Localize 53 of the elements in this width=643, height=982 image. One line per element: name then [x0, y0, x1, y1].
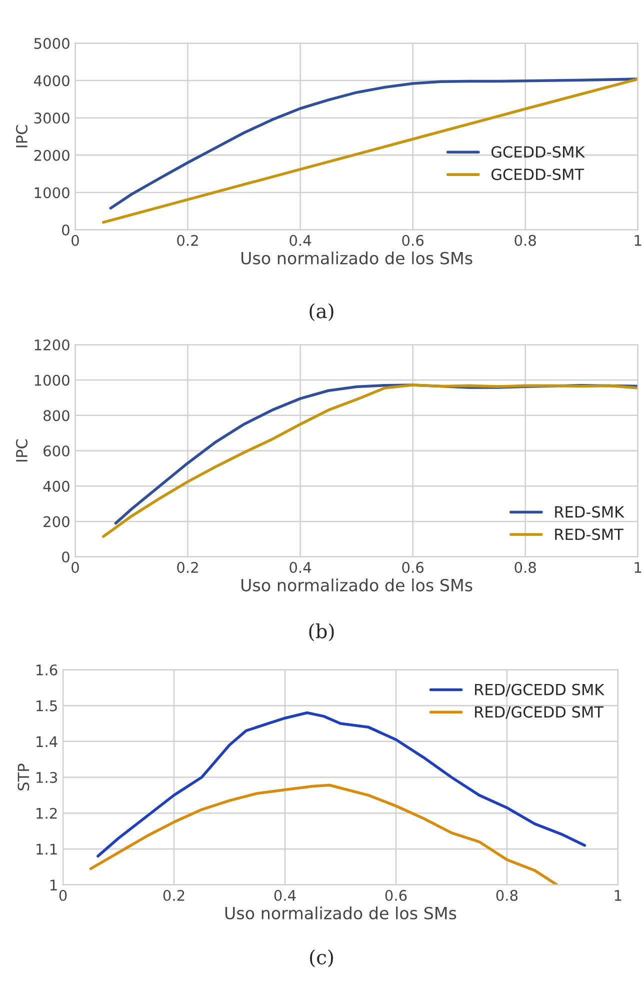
x-tick-label: 1 [614, 890, 622, 901]
x-tick-label: 0 [72, 234, 79, 246]
x-axis-title: Uso normalizado de los SMs [225, 906, 456, 920]
y-tick-label: 1.3 [36, 772, 57, 783]
text: (a) [310, 303, 334, 322]
legend-label: RED-SMT [555, 528, 624, 540]
y-tick-label: 1200 [34, 339, 70, 350]
x-tick-label: 0 [72, 562, 79, 573]
legend-label: RED/GCEDD SMK [475, 684, 604, 696]
y-tick-label: 400 [43, 480, 70, 492]
x-axis-title: Uso normalizado de los SMs [241, 578, 472, 592]
x-tick-label: 0.8 [496, 890, 518, 901]
y-axis-title: IPC [16, 125, 28, 148]
text: (c) [310, 949, 333, 968]
x-tick-label: 0.6 [402, 234, 424, 246]
y-axis-title: IPC [16, 439, 28, 462]
y-tick-label: 1.4 [36, 736, 58, 747]
y-tick-label: 2000 [34, 150, 70, 161]
y-tick-label: 200 [44, 516, 70, 528]
x-tick-label: 1 [634, 235, 642, 246]
y-tick-label: 600 [44, 445, 70, 456]
x-tick-label: 0.2 [177, 562, 198, 573]
y-tick-label: 0 [62, 552, 70, 563]
y-tick-label: 1000 [34, 187, 70, 198]
x-tick-label: 1 [634, 562, 642, 573]
x-tick-label: 0.2 [163, 890, 184, 901]
y-tick-label: 5000 [34, 38, 70, 49]
legend-label: GCEDD-SMK [491, 146, 586, 158]
y-tick-label: 1.5 [36, 700, 57, 712]
y-tick-label: 0 [62, 224, 70, 236]
x-tick-label: 0.4 [290, 234, 312, 246]
x-axis-title: Uso normalizado de los SMs [241, 252, 472, 264]
legend-label: RED/GCEDD SMT [475, 706, 604, 719]
y-axis-title: STP [18, 764, 30, 790]
text: (b) [309, 623, 334, 642]
x-tick-label: 0.6 [402, 562, 424, 573]
y-tick-label: 1 [50, 880, 57, 890]
y-tick-label: 4000 [34, 75, 70, 86]
x-tick-label: 0.4 [290, 562, 312, 573]
legend-label: RED-SMK [555, 506, 624, 518]
x-tick-label: 0.8 [514, 562, 536, 573]
legend-label: GCEDD-SMT [491, 168, 584, 180]
x-tick-label: 0.6 [385, 890, 407, 901]
y-tick-label: 1000 [34, 374, 70, 386]
y-tick-label: 1.2 [36, 808, 57, 819]
y-tick-label: 3000 [34, 112, 70, 124]
x-tick-label: 0.2 [177, 234, 198, 246]
line-series [89, 784, 558, 885]
y-tick-label: 1.1 [36, 844, 57, 854]
x-tick-label: 0.8 [514, 234, 536, 246]
y-tick-label: 1.6 [36, 664, 58, 676]
y-tick-label: 800 [44, 410, 70, 422]
x-tick-label: 0.4 [274, 890, 296, 901]
